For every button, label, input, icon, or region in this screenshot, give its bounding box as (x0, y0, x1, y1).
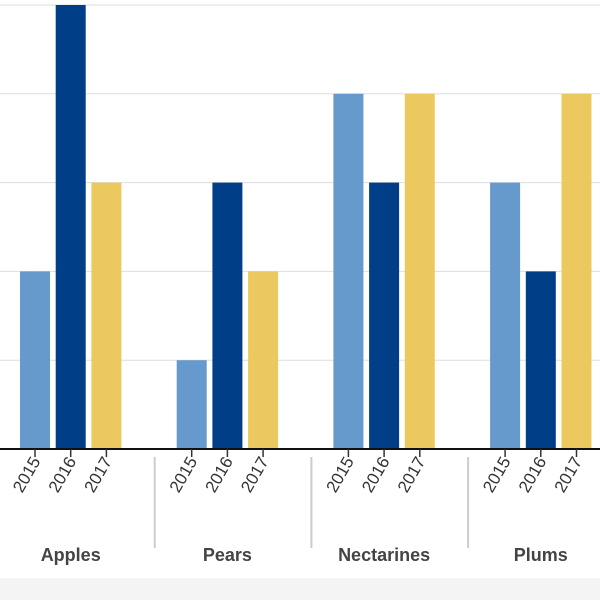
bar-plums-2017 (561, 93, 592, 450)
x-tick-label: 2017 (237, 454, 272, 496)
bar-pears-2017 (248, 271, 279, 449)
x-tick-label: 2015 (9, 454, 44, 496)
bar-nectarines-2016 (369, 182, 400, 449)
bar-apples-2017 (91, 182, 122, 449)
category-label: Apples (41, 545, 101, 565)
x-tick-label: 2017 (80, 454, 115, 496)
bar-apples-2015 (20, 271, 50, 449)
category-label: Plums (514, 545, 568, 565)
bar-nectarines-2015 (333, 93, 364, 450)
x-tick-label: 2016 (358, 454, 393, 496)
x-tick-label: 2016 (45, 454, 80, 496)
bar-plums-2015 (490, 182, 521, 449)
x-tick-label: 2017 (394, 454, 429, 496)
x-tick-label: 2016 (201, 454, 236, 496)
bar-apples-2016 (55, 5, 86, 449)
bar-pears-2016 (212, 182, 243, 449)
x-tick-label: 2016 (515, 454, 550, 496)
x-tick-label: 2017 (551, 454, 586, 496)
bar-pears-2015 (176, 360, 207, 449)
bars (20, 5, 592, 450)
category-label: Nectarines (338, 545, 430, 565)
x-tick-label: 2015 (322, 454, 357, 496)
category-label: Pears (203, 545, 252, 565)
x-tick-label: 2015 (166, 454, 201, 496)
x-ticks (34, 449, 578, 457)
x-tick-label: 2015 (479, 453, 514, 495)
bar-nectarines-2017 (404, 93, 435, 450)
bar-plums-2016 (525, 271, 556, 449)
page-footer-band (0, 578, 600, 600)
